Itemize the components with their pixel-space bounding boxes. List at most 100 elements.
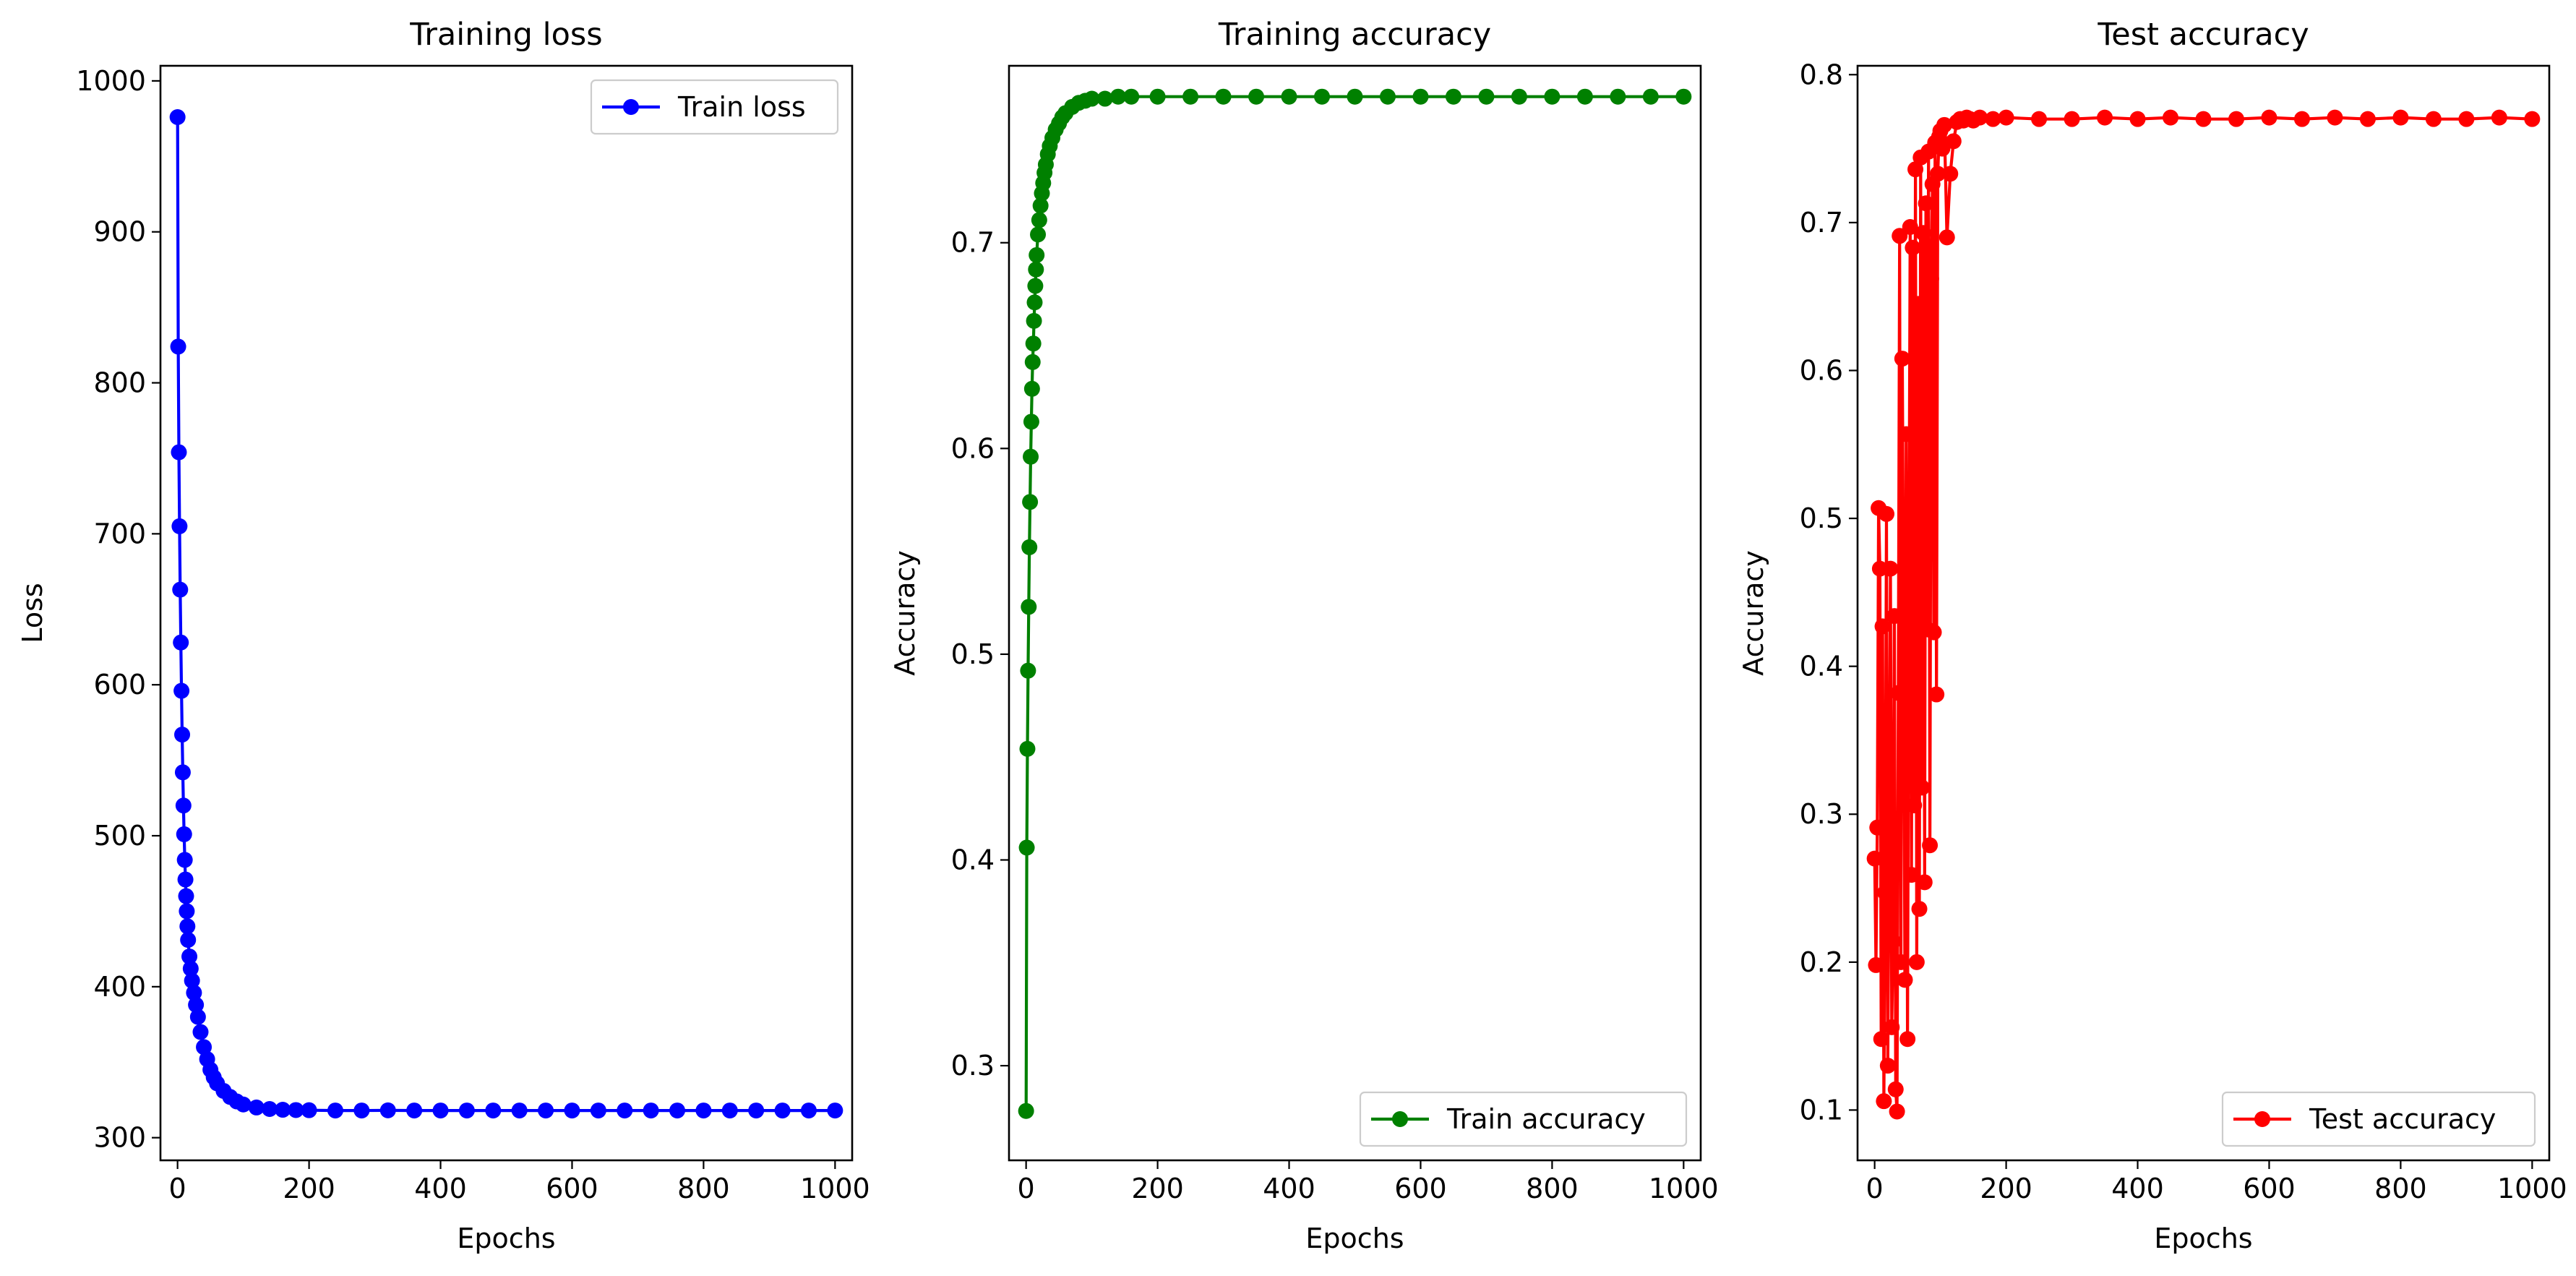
data-point [2491, 109, 2507, 126]
x-axis-label: Epochs [1305, 1223, 1404, 1254]
data-point [1998, 109, 2014, 126]
data-point [1907, 161, 1924, 178]
data-point [485, 1102, 502, 1119]
data-point [172, 581, 189, 598]
data-point [174, 727, 191, 743]
data-point [827, 1102, 843, 1119]
data-point [1032, 197, 1049, 214]
data-point [1379, 88, 1396, 105]
data-point [171, 444, 187, 461]
data-point [1916, 874, 1933, 891]
data-point [1021, 599, 1037, 615]
data-point [1881, 842, 1897, 858]
y-axis-label: Loss [17, 583, 48, 643]
y-tick-label: 0.6 [1800, 354, 1843, 386]
data-point [774, 1102, 791, 1119]
x-tick-label: 200 [283, 1173, 335, 1204]
data-point [1905, 239, 1921, 256]
data-point [1895, 605, 1912, 621]
x-tick-label: 0 [1866, 1173, 1884, 1204]
data-point [1215, 88, 1232, 105]
legend: Test accuracy [2221, 1091, 2536, 1147]
data-point [1026, 312, 1042, 329]
data-point [174, 764, 191, 781]
data-point [1029, 247, 1045, 263]
data-point [1869, 819, 1886, 836]
y-tick-label: 0.5 [1800, 502, 1843, 534]
data-point [1910, 296, 1926, 312]
data-point [379, 1102, 396, 1118]
data-point [171, 518, 188, 534]
legend-box [2221, 1091, 2536, 1147]
y-tick-label: 0.4 [951, 844, 995, 876]
x-axis-label: Epochs [2154, 1223, 2252, 1254]
data-point [564, 1102, 580, 1119]
data-point [1911, 901, 1928, 917]
data-point [1445, 88, 1461, 105]
data-point [2359, 111, 2376, 127]
data-point [1900, 593, 1917, 609]
data-point [1922, 837, 1939, 854]
data-point [1884, 1019, 1900, 1035]
data-point [1030, 226, 1047, 243]
y-tick-label: 0.4 [1800, 651, 1843, 682]
legend-label: Train loss [677, 91, 806, 123]
data-point [1939, 229, 1955, 246]
data-point [1023, 414, 1039, 430]
y-tick-label: 600 [93, 669, 146, 701]
data-point [1890, 685, 1907, 701]
data-point [2327, 109, 2343, 126]
y-tick-label: 0.8 [1800, 59, 1843, 90]
y-tick-label: 400 [93, 971, 146, 1003]
data-point [1972, 109, 1988, 126]
data-point [1020, 662, 1036, 679]
x-tick-label: 600 [546, 1173, 598, 1204]
data-point [669, 1102, 686, 1119]
data-point [1873, 1031, 1889, 1048]
data-point [1893, 954, 1910, 970]
data-point [1929, 166, 1946, 182]
data-point [1024, 354, 1041, 370]
data-point [2261, 109, 2277, 126]
data-point [1281, 88, 1297, 105]
data-point [2293, 111, 2310, 127]
y-tick-label: 700 [93, 518, 146, 549]
data-point [173, 682, 190, 699]
data-point [695, 1102, 712, 1119]
x-tick-label: 600 [1394, 1173, 1447, 1204]
data-point [1892, 228, 1908, 244]
y-tick-label: 800 [93, 367, 146, 399]
data-point [2031, 111, 2048, 127]
data-point [1149, 88, 1166, 105]
legend: Train accuracy [1359, 1091, 1688, 1147]
data-point [275, 1102, 291, 1118]
y-tick-label: 0.1 [1800, 1094, 1843, 1126]
data-point [1936, 116, 1953, 133]
data-point [173, 634, 189, 651]
data-point [179, 918, 196, 935]
data-point [1096, 90, 1113, 107]
data-point [1882, 560, 1899, 577]
x-tick-label: 800 [677, 1173, 730, 1204]
y-axis-label: Accuracy [1738, 550, 1769, 676]
data-point [180, 932, 197, 949]
data-point [1110, 88, 1127, 105]
data-point [175, 797, 192, 814]
data-point [1544, 88, 1560, 105]
data-point [538, 1102, 554, 1119]
data-point [1934, 140, 1951, 157]
data-point [1478, 88, 1495, 105]
data-point [2425, 111, 2442, 127]
data-point [176, 852, 193, 868]
data-point [1879, 505, 1895, 522]
legend-box [590, 79, 839, 135]
data-point [1019, 740, 1036, 757]
data-point [176, 826, 192, 842]
y-tick-label: 1000 [76, 65, 146, 97]
data-point [721, 1102, 738, 1119]
data-point [1866, 850, 1883, 867]
data-point [1925, 624, 1942, 641]
legend-label: Test accuracy [2309, 1103, 2496, 1135]
data-point [1023, 380, 1040, 397]
data-point [2129, 111, 2146, 127]
